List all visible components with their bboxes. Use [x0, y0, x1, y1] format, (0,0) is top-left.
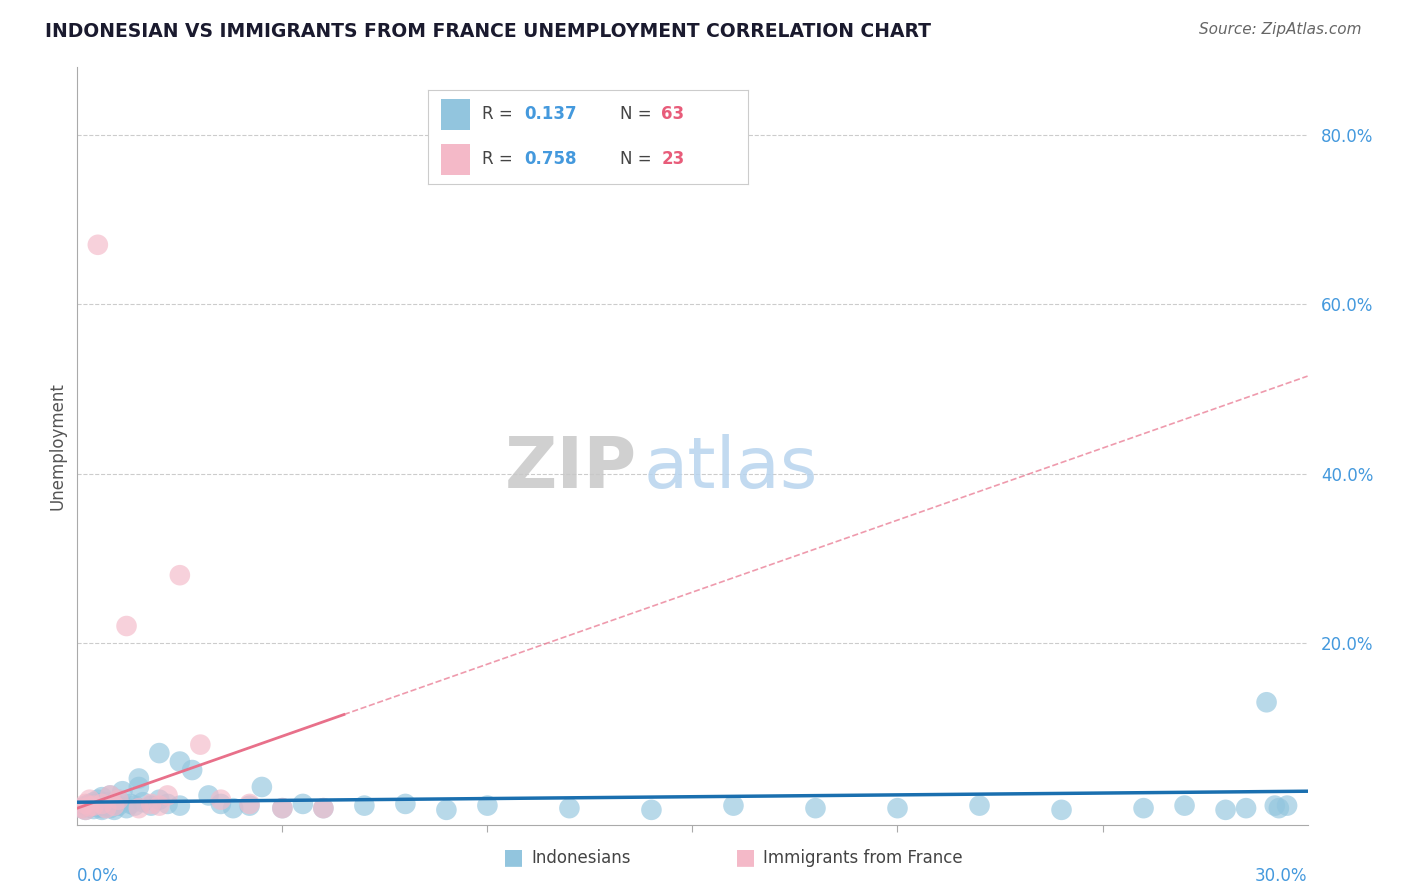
Point: [128, 780, 150, 794]
Point: [353, 798, 375, 813]
Point: [394, 797, 416, 811]
Point: [1215, 803, 1237, 817]
Text: 0.0%: 0.0%: [77, 867, 120, 885]
Point: [70, 801, 93, 815]
Point: [291, 797, 314, 811]
Point: [141, 798, 163, 813]
Point: [558, 801, 581, 815]
Point: [141, 797, 163, 811]
Point: [1256, 695, 1278, 709]
Point: [79, 799, 101, 814]
Point: [107, 793, 129, 807]
Point: [1234, 801, 1257, 815]
Point: [169, 798, 191, 813]
Point: [312, 801, 335, 815]
Point: [148, 793, 170, 807]
Point: [87, 797, 110, 811]
Point: [197, 789, 219, 803]
Point: [169, 568, 191, 582]
Point: [90, 803, 114, 817]
Point: [250, 780, 273, 794]
Point: [128, 801, 150, 815]
Point: [1264, 798, 1286, 813]
Point: [148, 798, 170, 813]
Point: [70, 801, 93, 815]
Point: [94, 795, 117, 809]
Point: [83, 798, 105, 813]
Point: [312, 801, 335, 815]
Point: [181, 763, 204, 777]
Point: [1275, 798, 1298, 813]
Point: [156, 789, 179, 803]
Point: [79, 793, 101, 807]
Point: [723, 798, 745, 813]
Point: [222, 801, 245, 815]
Point: [103, 798, 125, 813]
Point: [98, 789, 121, 803]
Point: [103, 803, 125, 817]
Point: [94, 798, 117, 813]
Point: [1050, 803, 1073, 817]
Text: 30.0%: 30.0%: [1256, 867, 1308, 885]
Point: [169, 755, 191, 769]
Point: [1174, 798, 1197, 813]
Point: [98, 801, 121, 815]
Point: [477, 798, 499, 813]
Point: [83, 798, 105, 813]
Point: [188, 738, 212, 752]
Point: [120, 797, 142, 811]
Point: [115, 801, 138, 815]
Text: Source: ZipAtlas.com: Source: ZipAtlas.com: [1198, 22, 1361, 37]
Point: [107, 793, 129, 807]
Text: atlas: atlas: [644, 434, 818, 503]
Point: [436, 803, 458, 817]
Point: [1268, 801, 1291, 815]
Text: ■: ■: [735, 847, 755, 867]
Text: INDONESIAN VS IMMIGRANTS FROM FRANCE UNEMPLOYMENT CORRELATION CHART: INDONESIAN VS IMMIGRANTS FROM FRANCE UNE…: [45, 22, 931, 41]
Point: [90, 801, 114, 815]
Point: [969, 798, 991, 813]
Point: [75, 798, 97, 813]
Point: [209, 793, 232, 807]
Point: [75, 803, 97, 817]
Point: [239, 797, 262, 811]
Point: [209, 797, 232, 811]
Text: Immigrants from France: Immigrants from France: [763, 849, 963, 867]
Point: [115, 619, 138, 633]
Point: [87, 799, 110, 814]
Point: [98, 789, 121, 803]
Point: [79, 800, 101, 814]
Point: [79, 797, 101, 811]
Point: [1132, 801, 1154, 815]
Point: [271, 801, 294, 815]
Point: [124, 798, 146, 813]
Point: [148, 746, 170, 760]
Text: Indonesians: Indonesians: [531, 849, 631, 867]
Point: [886, 801, 908, 815]
Point: [132, 795, 155, 809]
Point: [271, 801, 294, 815]
Point: [94, 801, 117, 815]
Point: [75, 797, 97, 811]
Point: [75, 803, 97, 817]
Point: [90, 790, 114, 805]
Point: [640, 803, 662, 817]
Text: ■: ■: [503, 847, 523, 867]
Point: [111, 784, 134, 798]
Point: [239, 798, 262, 813]
Point: [83, 802, 105, 816]
Point: [83, 795, 105, 809]
Point: [107, 798, 129, 813]
Point: [804, 801, 827, 815]
Point: [128, 772, 150, 786]
Text: ZIP: ZIP: [505, 434, 637, 503]
Point: [90, 797, 114, 811]
Point: [156, 797, 179, 811]
Point: [87, 793, 110, 807]
Point: [103, 797, 125, 811]
Y-axis label: Unemployment: Unemployment: [48, 382, 66, 510]
Point: [87, 237, 110, 252]
